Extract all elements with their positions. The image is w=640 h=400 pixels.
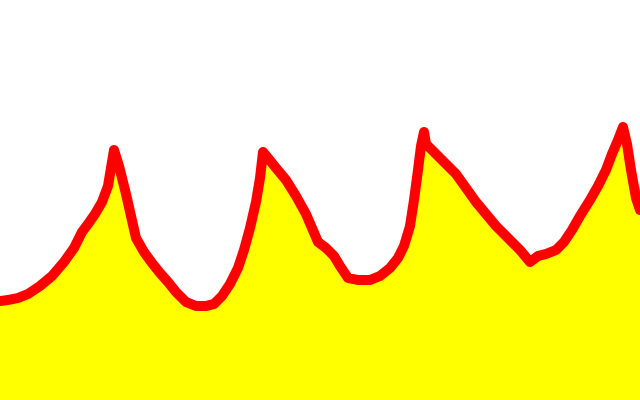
red-curve bbox=[0, 122, 640, 311]
yellow-fill-area bbox=[0, 127, 640, 400]
